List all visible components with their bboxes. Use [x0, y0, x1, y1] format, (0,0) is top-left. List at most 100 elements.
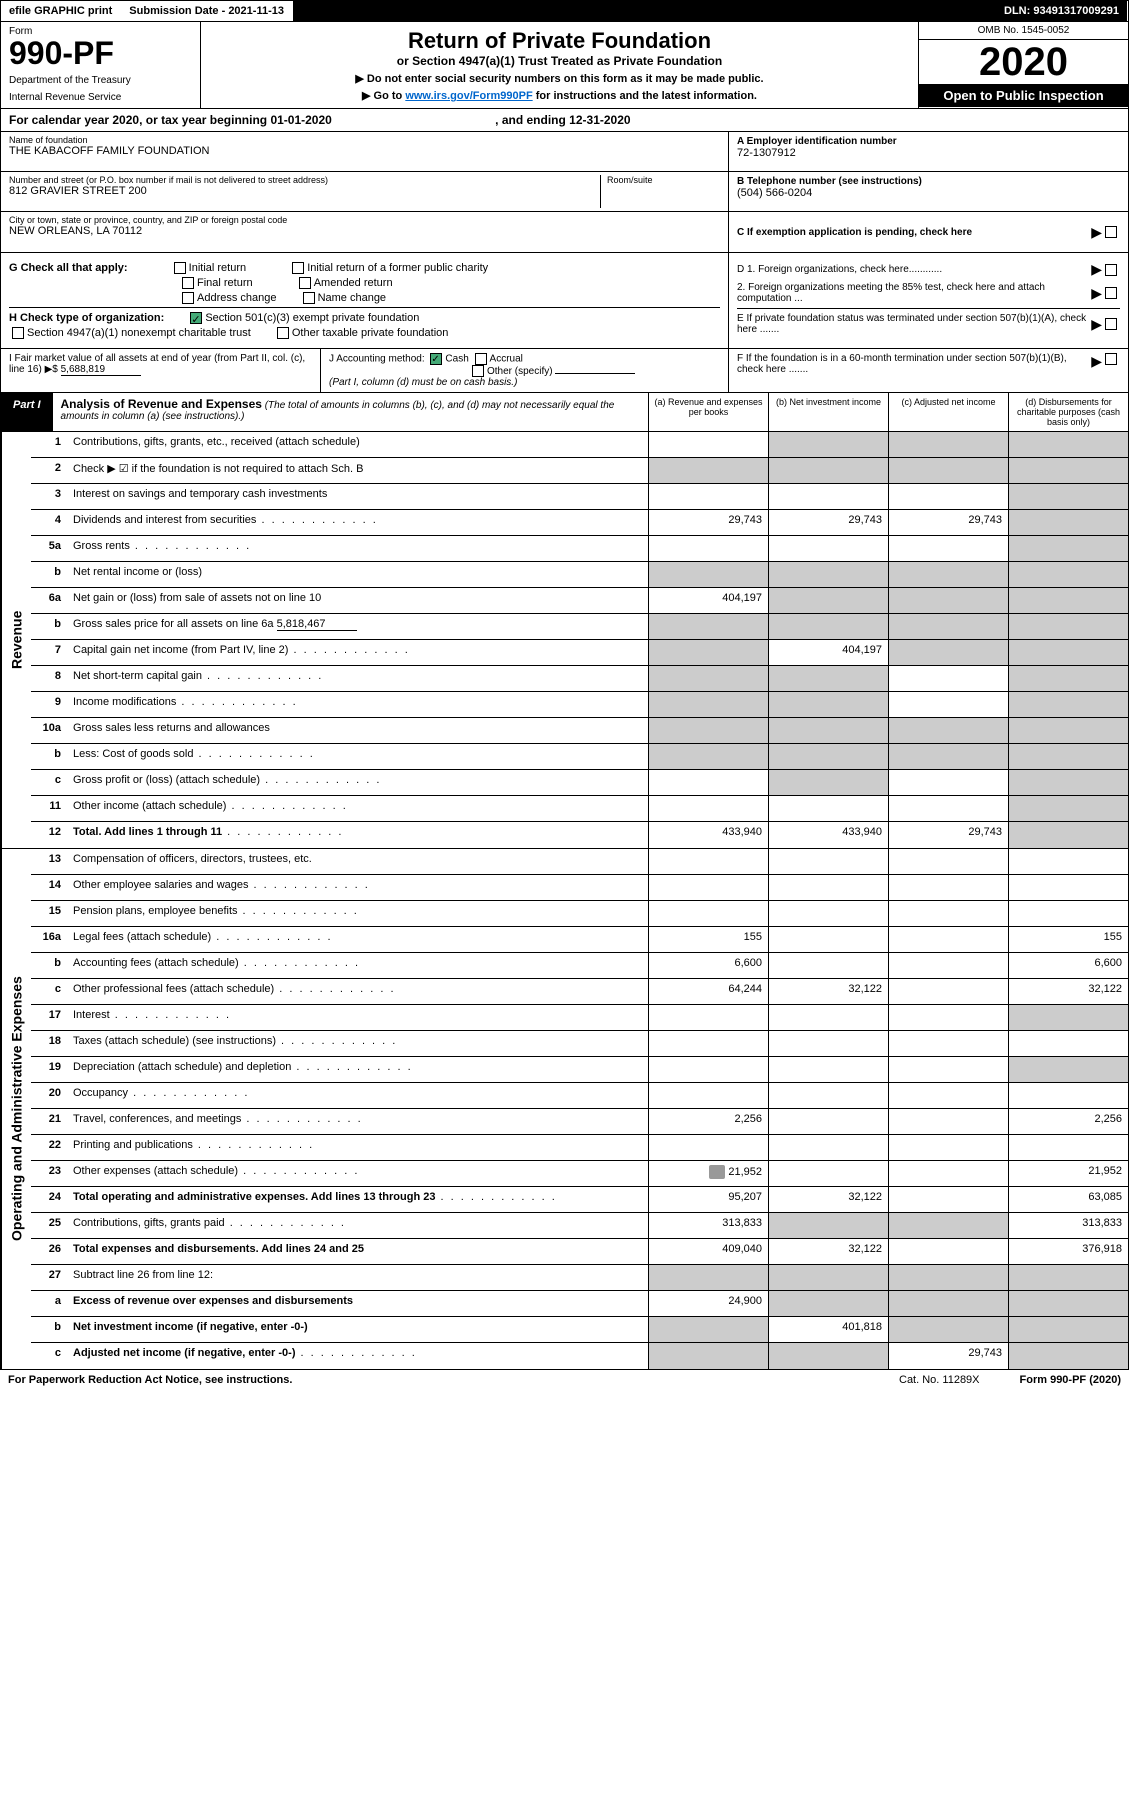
- tax-year: 2020: [919, 40, 1128, 84]
- exemption-checkbox[interactable]: [1105, 226, 1117, 238]
- ein-label: A Employer identification number: [737, 136, 1120, 147]
- row-6b: Gross sales price for all assets on line…: [67, 614, 648, 639]
- form-title: Return of Private Foundation: [207, 28, 912, 54]
- row-19: Depreciation (attach schedule) and deple…: [67, 1057, 648, 1082]
- section-g-d: G Check all that apply: Initial return I…: [0, 253, 1129, 349]
- page-footer: For Paperwork Reduction Act Notice, see …: [0, 1370, 1129, 1390]
- row-16b: Accounting fees (attach schedule): [67, 953, 648, 978]
- g-label: G Check all that apply:: [9, 262, 128, 274]
- cash-checkbox[interactable]: ✓: [430, 353, 442, 365]
- open-public: Open to Public Inspection: [919, 84, 1128, 107]
- row-15: Pension plans, employee benefits: [67, 901, 648, 926]
- row-3: Interest on savings and temporary cash i…: [67, 484, 648, 509]
- row-23: Other expenses (attach schedule): [67, 1161, 648, 1186]
- row-21: Travel, conferences, and meetings: [67, 1109, 648, 1134]
- name-label: Name of foundation: [9, 135, 720, 145]
- room-label: Room/suite: [607, 175, 720, 185]
- col-a-header: (a) Revenue and expenses per books: [648, 393, 768, 431]
- row-24: Total operating and administrative expen…: [67, 1187, 648, 1212]
- row-10a: Gross sales less returns and allowances: [67, 718, 648, 743]
- row-12: Total. Add lines 1 through 11: [67, 822, 648, 848]
- row-18: Taxes (attach schedule) (see instruction…: [67, 1031, 648, 1056]
- address-change-checkbox[interactable]: [182, 292, 194, 304]
- other-checkbox[interactable]: [472, 365, 484, 377]
- row-11: Other income (attach schedule): [67, 796, 648, 821]
- addr-label: Number and street (or P.O. box number if…: [9, 175, 600, 185]
- exemption-label: C If exemption application is pending, c…: [737, 227, 1091, 238]
- phone-label: B Telephone number (see instructions): [737, 176, 1120, 187]
- row-5a: Gross rents: [67, 536, 648, 561]
- dln: DLN: 93491317009291: [996, 1, 1128, 21]
- 4947-checkbox[interactable]: [12, 327, 24, 339]
- j-note: (Part I, column (d) must be on cash basi…: [329, 377, 517, 388]
- top-bar: efile GRAPHIC print Submission Date - 20…: [0, 0, 1129, 22]
- ssn-note: ▶ Do not enter social security numbers o…: [207, 72, 912, 85]
- city-label: City or town, state or province, country…: [9, 215, 720, 225]
- f-label: F If the foundation is in a 60-month ter…: [737, 353, 1091, 375]
- col-c-header: (c) Adjusted net income: [888, 393, 1008, 431]
- revenue-label: Revenue: [1, 432, 31, 848]
- part1-header: Part I Analysis of Revenue and Expenses …: [0, 393, 1129, 432]
- foundation-info: Name of foundation THE KABACOFF FAMILY F…: [0, 132, 1129, 253]
- row-2: Check ▶ ☑ if the foundation is not requi…: [67, 458, 648, 483]
- row-27c: Adjusted net income (if negative, enter …: [67, 1343, 648, 1369]
- form-number: 990-PF: [9, 37, 192, 69]
- name-change-checkbox[interactable]: [303, 292, 315, 304]
- final-return-checkbox[interactable]: [182, 277, 194, 289]
- d2-checkbox[interactable]: [1105, 287, 1117, 299]
- initial-return-checkbox[interactable]: [174, 262, 186, 274]
- initial-former-checkbox[interactable]: [292, 262, 304, 274]
- row-5b: Net rental income or (loss): [67, 562, 648, 587]
- phone: (504) 566-0204: [737, 187, 1120, 199]
- row-22: Printing and publications: [67, 1135, 648, 1160]
- foundation-name: THE KABACOFF FAMILY FOUNDATION: [9, 145, 720, 157]
- row-13: Compensation of officers, directors, tru…: [67, 849, 648, 874]
- paperwork-notice: For Paperwork Reduction Act Notice, see …: [8, 1374, 292, 1386]
- accrual-checkbox[interactable]: [475, 353, 487, 365]
- submission-date: Submission Date - 2021-11-13: [121, 1, 293, 21]
- row-27a: Excess of revenue over expenses and disb…: [67, 1291, 648, 1316]
- row-27: Subtract line 26 from line 12:: [67, 1265, 648, 1290]
- d2-label: 2. Foreign organizations meeting the 85%…: [737, 282, 1091, 304]
- d1-label: D 1. Foreign organizations, check here..…: [737, 264, 1091, 275]
- row-10b: Less: Cost of goods sold: [67, 744, 648, 769]
- section-i-j-f: I Fair market value of all assets at end…: [0, 349, 1129, 393]
- row-16c: Other professional fees (attach schedule…: [67, 979, 648, 1004]
- fmv-value: 5,688,819: [61, 364, 141, 376]
- e-checkbox[interactable]: [1105, 318, 1117, 330]
- row-7: Capital gain net income (from Part IV, l…: [67, 640, 648, 665]
- cat-number: Cat. No. 11289X: [899, 1374, 980, 1386]
- dept-treasury: Department of the Treasury: [9, 75, 192, 86]
- row-6a: Net gain or (loss) from sale of assets n…: [67, 588, 648, 613]
- row-20: Occupancy: [67, 1083, 648, 1108]
- d1-checkbox[interactable]: [1105, 264, 1117, 276]
- row-17: Interest: [67, 1005, 648, 1030]
- omb-number: OMB No. 1545-0052: [919, 22, 1128, 40]
- part1-title: Analysis of Revenue and Expenses: [61, 397, 262, 411]
- i-label: I Fair market value of all assets at end…: [9, 353, 305, 375]
- col-b-header: (b) Net investment income: [768, 393, 888, 431]
- part1-label: Part I: [1, 393, 53, 431]
- expenses-table: Operating and Administrative Expenses 13…: [0, 849, 1129, 1370]
- calendar-year-row: For calendar year 2020, or tax year begi…: [0, 109, 1129, 132]
- row-14: Other employee salaries and wages: [67, 875, 648, 900]
- arrow-icon: ▶: [1091, 224, 1102, 241]
- 501c3-checkbox[interactable]: ✓: [190, 312, 202, 324]
- other-taxable-checkbox[interactable]: [277, 327, 289, 339]
- irs-label: Internal Revenue Service: [9, 92, 192, 103]
- amended-checkbox[interactable]: [299, 277, 311, 289]
- efile-print[interactable]: efile GRAPHIC print: [1, 1, 121, 21]
- f-checkbox[interactable]: [1105, 353, 1117, 365]
- form-ref: Form 990-PF (2020): [1020, 1374, 1121, 1386]
- irs-link[interactable]: www.irs.gov/Form990PF: [405, 90, 532, 102]
- form-header: Form 990-PF Department of the Treasury I…: [0, 22, 1129, 109]
- h-label: H Check type of organization:: [9, 312, 164, 324]
- row-10c: Gross profit or (loss) (attach schedule): [67, 770, 648, 795]
- row-8: Net short-term capital gain: [67, 666, 648, 691]
- row-16a: Legal fees (attach schedule): [67, 927, 648, 952]
- goto-note: ▶ Go to www.irs.gov/Form990PF for instru…: [207, 89, 912, 102]
- j-label: J Accounting method:: [329, 354, 425, 365]
- row-26: Total expenses and disbursements. Add li…: [67, 1239, 648, 1264]
- row-1: Contributions, gifts, grants, etc., rece…: [67, 432, 648, 457]
- attach-icon[interactable]: [709, 1165, 725, 1179]
